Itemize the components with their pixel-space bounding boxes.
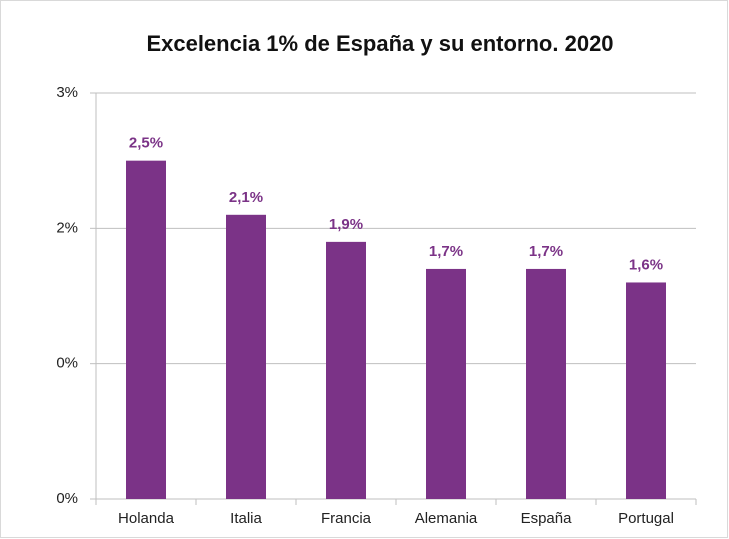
data-label: 1,9% (329, 216, 363, 233)
x-tick-label: Francia (321, 510, 372, 527)
y-tick-label: 0% (56, 355, 78, 372)
chart-title: Excelencia 1% de España y su entorno. 20… (146, 31, 613, 56)
data-label: 1,7% (529, 243, 563, 260)
y-tick-label: 2% (56, 219, 78, 236)
data-label: 2,5% (129, 135, 163, 152)
x-tick-label: Holanda (118, 510, 175, 527)
data-label: 1,7% (429, 243, 463, 260)
y-tick-label: 3% (56, 84, 78, 101)
bar (326, 241, 366, 499)
data-label: 1,6% (629, 256, 663, 273)
x-tick-label: Italia (230, 510, 262, 527)
bar (526, 268, 566, 499)
y-tick-label: 0% (56, 490, 78, 507)
x-tick-label: Portugal (618, 510, 674, 527)
bar (126, 160, 166, 499)
bar (626, 282, 666, 499)
bar (226, 214, 266, 500)
x-tick-label: España (521, 510, 573, 527)
bar (426, 268, 466, 499)
x-tick-label: Alemania (415, 510, 478, 527)
data-label: 2,1% (229, 189, 263, 206)
